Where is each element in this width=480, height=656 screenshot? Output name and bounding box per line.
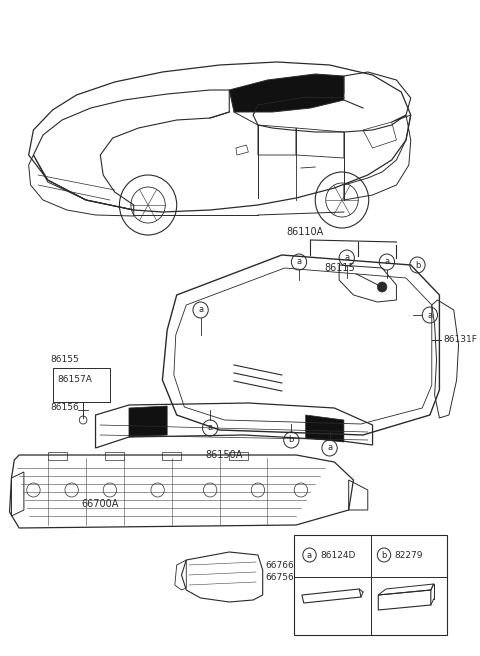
Text: a: a bbox=[427, 310, 432, 319]
Text: 82279: 82279 bbox=[395, 550, 423, 560]
Polygon shape bbox=[229, 74, 344, 112]
Text: 66756: 66756 bbox=[265, 573, 294, 581]
Polygon shape bbox=[129, 406, 167, 437]
Text: a: a bbox=[384, 258, 389, 266]
Text: 86150A: 86150A bbox=[205, 450, 243, 460]
Text: a: a bbox=[198, 306, 203, 314]
Text: b: b bbox=[415, 260, 420, 270]
Text: 66700A: 66700A bbox=[81, 499, 119, 509]
Polygon shape bbox=[306, 415, 344, 442]
Text: b: b bbox=[288, 436, 294, 445]
Text: 66766: 66766 bbox=[265, 560, 294, 569]
Text: b: b bbox=[381, 550, 387, 560]
Text: a: a bbox=[207, 424, 213, 432]
Text: a: a bbox=[307, 550, 312, 560]
Text: a: a bbox=[327, 443, 332, 453]
Text: 86157A: 86157A bbox=[57, 375, 92, 384]
Text: a: a bbox=[344, 253, 349, 262]
Text: 86131F: 86131F bbox=[443, 335, 477, 344]
Text: 86115: 86115 bbox=[325, 263, 356, 273]
Text: 86155: 86155 bbox=[50, 356, 79, 365]
Text: 86110A: 86110A bbox=[287, 227, 324, 237]
Text: 86124D: 86124D bbox=[320, 550, 355, 560]
Text: a: a bbox=[297, 258, 301, 266]
Circle shape bbox=[377, 282, 387, 292]
Text: 86156: 86156 bbox=[50, 403, 79, 411]
